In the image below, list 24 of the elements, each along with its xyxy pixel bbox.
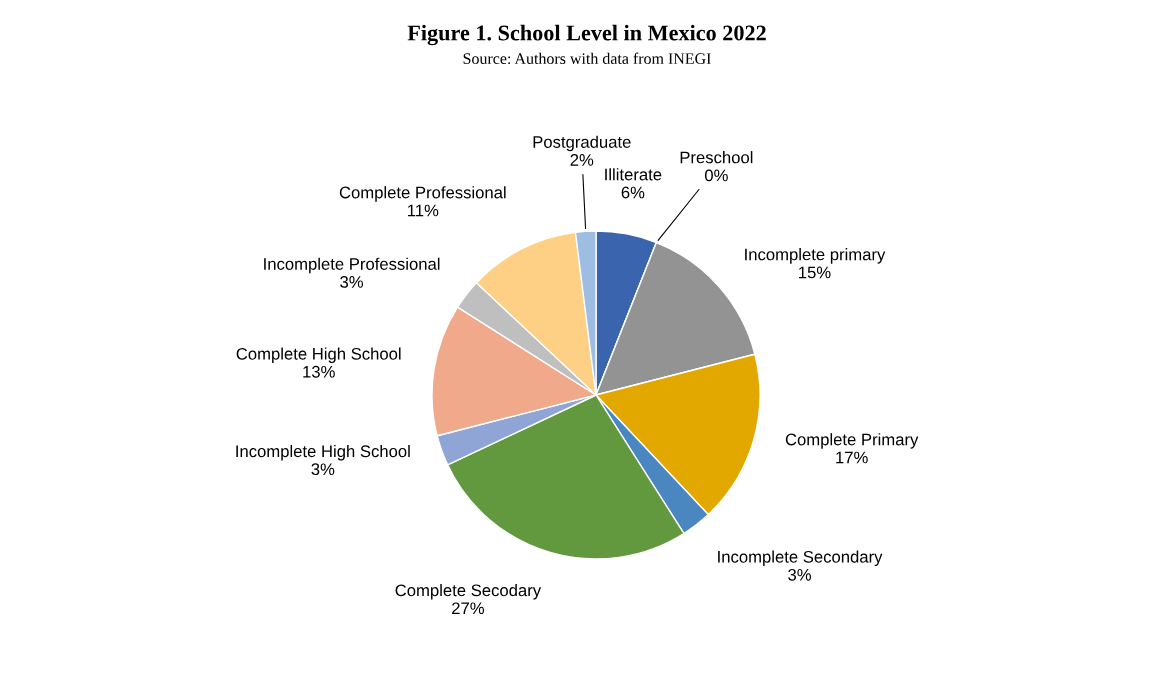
data-label: 17%	[836, 451, 868, 464]
chart-subtitle: Source: Authors with data from INEGI	[463, 52, 711, 65]
text: 0%	[704, 169, 728, 182]
data-label: 15%	[799, 266, 831, 279]
chart-title: Figure 1. School Level in Mexico 2022	[407, 24, 766, 46]
slice-label: Incomplete High School	[236, 444, 410, 461]
data-label: 13%	[303, 365, 335, 378]
slice-label: Complete Primary	[785, 433, 919, 449]
data-label: 3%	[311, 463, 335, 476]
slice-label: Illiterate	[605, 168, 662, 181]
slice-label: Postgraduate	[533, 135, 631, 152]
data-label: 3%	[340, 276, 364, 288]
slice-label: Incomplete primary	[745, 248, 886, 264]
slice-label: Incomplete Professional	[264, 257, 440, 274]
slice-label: Complete Professional	[339, 186, 506, 202]
slice-label: Incomplete Secondary	[718, 550, 883, 567]
slice-label: Complete Secodary	[395, 583, 542, 600]
data-label: 2%	[570, 154, 594, 166]
data-label: 27%	[452, 602, 484, 615]
data-label: 11%	[408, 204, 439, 217]
data-label: 6%	[621, 186, 645, 199]
slice-label: Complete High School	[236, 347, 401, 364]
data-label: 3%	[788, 568, 811, 581]
category-label: Preschool	[680, 151, 753, 164]
